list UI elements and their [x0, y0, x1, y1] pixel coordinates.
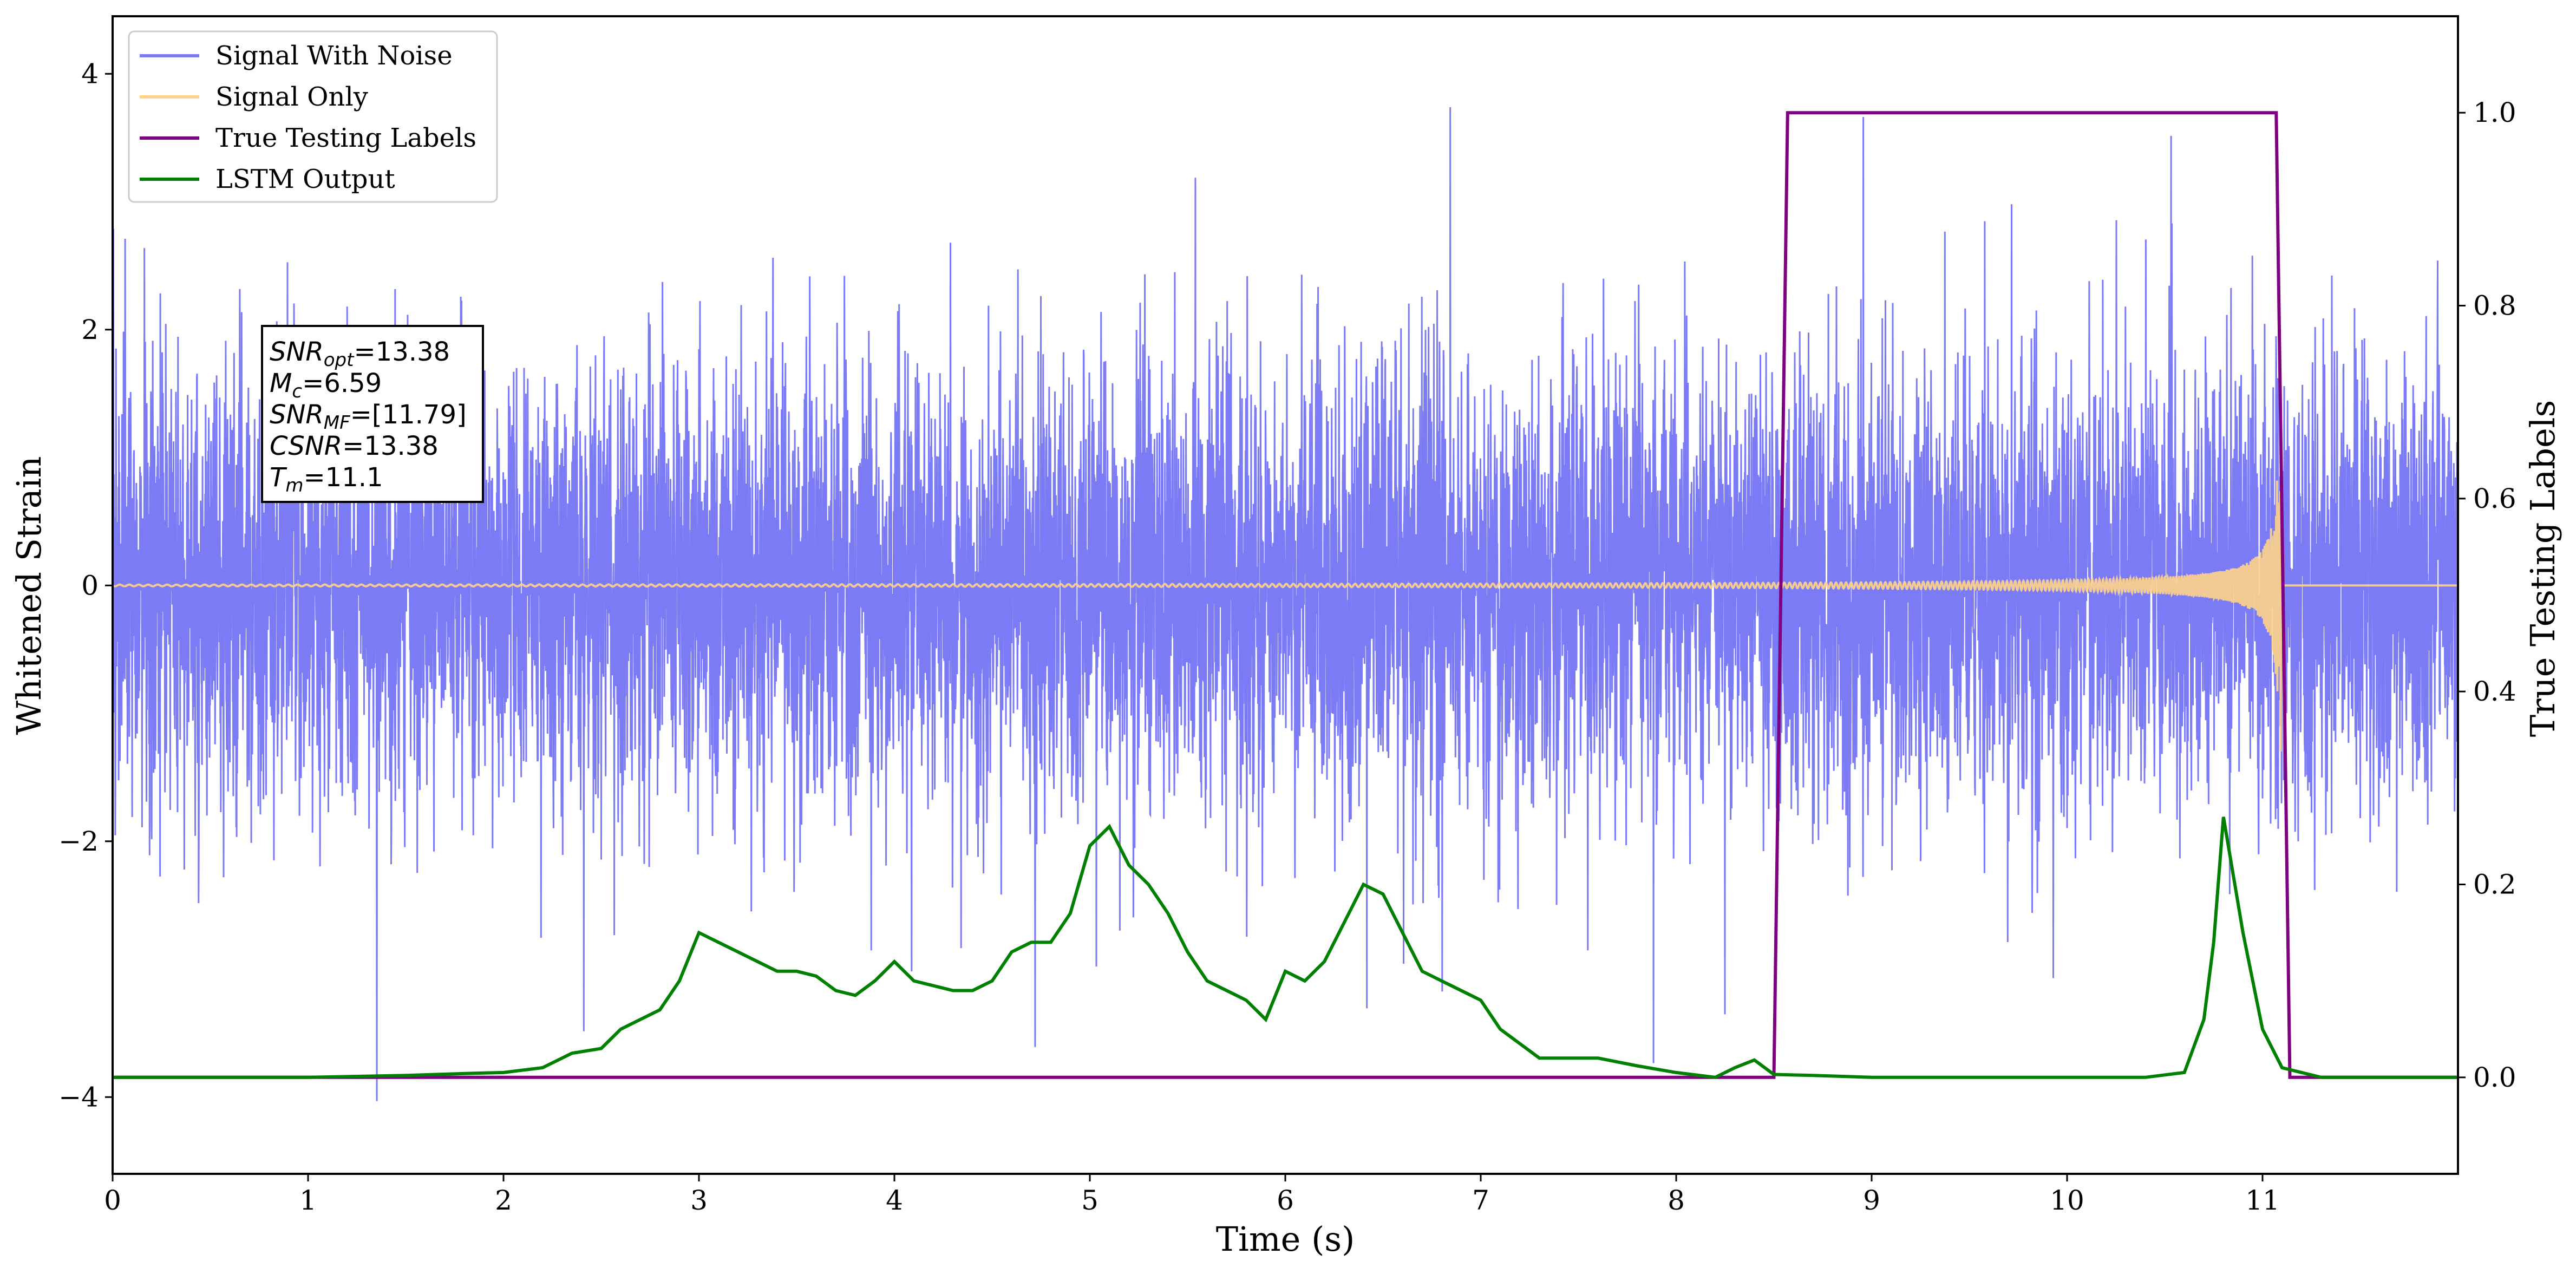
signal-only-series-line: [113, 480, 2458, 752]
y-tick-label: −2: [58, 826, 99, 857]
y2-tick-label: 0.8: [2473, 290, 2516, 322]
annotation-line-snr-mf: SNRMF=[11.79]: [270, 400, 467, 434]
x-tick-label: 5: [1081, 1185, 1099, 1216]
x-tick-label: 10: [2050, 1185, 2084, 1216]
annotation-line-tm: Tm=11.1: [270, 462, 383, 496]
x-tick-label: 4: [886, 1185, 903, 1216]
legend: Signal With Noise Signal Only True Testi…: [128, 30, 498, 203]
x-tick-label: 7: [1472, 1185, 1489, 1216]
y-tick-label: −4: [58, 1081, 99, 1113]
annotation-line-mc: Mc=6.59: [270, 368, 382, 402]
lstm-output-series-line: [113, 816, 2458, 1079]
plot-area: [113, 107, 2458, 1101]
legend-label-noise: Signal With Noise: [215, 41, 453, 71]
y2-tick-label: 1.0: [2473, 97, 2516, 128]
y-tick-label: 4: [81, 58, 99, 89]
x-tick-label: 3: [690, 1185, 708, 1216]
axis-ticks: 0 1 2 3 4 5 6 7 8 9 10 11 −4 −2 0 2 4 0.0 0.2 0.4 0.6 0.8 1.0: [58, 58, 2516, 1216]
x-tick-label: 8: [1668, 1185, 1685, 1216]
x-axis-title: Time (s): [1216, 1219, 1355, 1259]
legend-label-lstm: LSTM Output: [215, 164, 395, 194]
y2-tick-label: 0.6: [2473, 483, 2516, 514]
x-tick-label: 2: [495, 1185, 512, 1216]
y2-tick-label: 0.4: [2473, 676, 2516, 707]
annotation-box: SNRopt=13.38 Mc=6.59 SNRMF=[11.79] CSNR=…: [261, 325, 484, 503]
y2-axis-title: True Testing Labels: [2523, 400, 2562, 737]
y-axis-title: Whitened Strain: [9, 456, 49, 735]
legend-label-labels: True Testing Labels: [215, 123, 476, 153]
y-tick-label: 0: [81, 570, 99, 601]
annotation-line-snr-opt: SNRopt=13.38: [270, 337, 450, 371]
x-tick-label: 0: [104, 1185, 121, 1216]
legend-label-signal: Signal Only: [215, 82, 368, 112]
annotation-line-csnr: CSNR=13.38: [270, 431, 439, 461]
x-tick-label: 11: [2245, 1185, 2280, 1216]
y-tick-label: 2: [81, 314, 99, 345]
x-tick-label: 1: [299, 1185, 317, 1216]
x-tick-label: 9: [1863, 1185, 1880, 1216]
x-tick-label: 6: [1277, 1185, 1294, 1216]
y2-tick-label: 0.0: [2473, 1062, 2516, 1093]
y2-tick-label: 0.2: [2473, 869, 2516, 900]
legend-box: [128, 30, 498, 203]
noise-series-line: [113, 107, 2458, 1101]
annotation-frame: [261, 325, 484, 503]
